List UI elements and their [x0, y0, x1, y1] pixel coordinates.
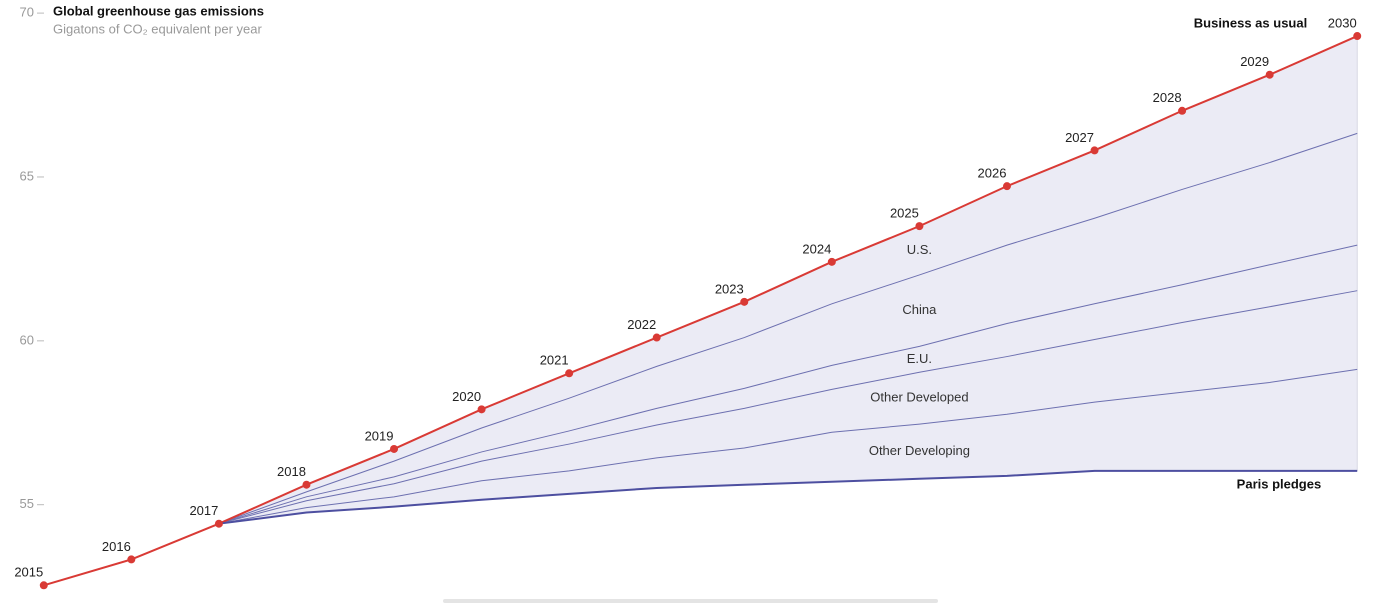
boundary-line — [218, 132, 1358, 525]
year-label: 2015 — [14, 565, 43, 580]
y-tick-label: 65 — [20, 168, 34, 183]
year-label: 2017 — [189, 503, 218, 518]
band-label: Other Developing — [869, 443, 970, 458]
band-label: U.S. — [907, 242, 932, 257]
year-label: 2023 — [715, 281, 744, 296]
boundary-line — [218, 368, 1358, 525]
point — [39, 581, 48, 590]
year-label: 2030 — [1328, 15, 1357, 30]
year-label: 2025 — [890, 206, 919, 221]
point — [827, 257, 836, 266]
scroll-bar — [443, 599, 938, 603]
point — [565, 369, 574, 378]
year-label: 2022 — [627, 317, 656, 332]
plot-back — [218, 36, 1358, 524]
point — [1178, 106, 1187, 115]
point — [652, 333, 661, 342]
band-label: Other Developed — [870, 390, 968, 405]
point — [1002, 182, 1011, 191]
year-label: 2024 — [802, 241, 831, 256]
point — [1090, 146, 1099, 155]
year-label: 2029 — [1240, 54, 1269, 69]
point — [127, 555, 136, 564]
point — [302, 480, 311, 489]
chart-subtitle: Gigatons of CO₂ equivalent per year — [53, 21, 262, 36]
y-tick-label: 70 — [20, 5, 34, 20]
band-label: China — [902, 302, 937, 317]
year-label: 2016 — [102, 539, 131, 554]
y-tick-label: 60 — [20, 332, 34, 347]
point — [740, 297, 749, 306]
point — [915, 222, 924, 231]
chart-title: Global greenhouse gas emissions — [53, 3, 264, 18]
year-label: 2019 — [365, 428, 394, 443]
point — [477, 405, 486, 414]
boundary-line — [218, 244, 1358, 525]
series-label: Business as usual — [1194, 15, 1307, 30]
point — [1265, 70, 1274, 79]
series-line — [43, 35, 1358, 587]
point — [214, 519, 223, 528]
y-tick-label: 55 — [20, 496, 34, 511]
year-label: 2021 — [540, 353, 569, 368]
point — [1353, 32, 1362, 41]
series-line — [218, 469, 1358, 525]
year-label: 2020 — [452, 389, 481, 404]
year-label: 2027 — [1065, 130, 1094, 145]
boundary-line — [218, 290, 1358, 525]
band-fill — [218, 36, 1358, 524]
year-label: 2026 — [978, 166, 1007, 181]
year-label: 2028 — [1153, 90, 1182, 105]
year-label: 2018 — [277, 464, 306, 479]
point — [390, 444, 399, 453]
series-label: Paris pledges — [1237, 476, 1322, 491]
band-label: E.U. — [907, 351, 932, 366]
